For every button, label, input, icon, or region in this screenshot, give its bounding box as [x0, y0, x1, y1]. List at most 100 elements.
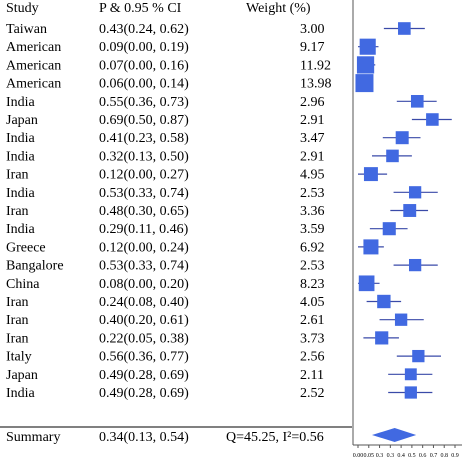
point-estimate-square — [412, 349, 425, 363]
study-label: Iran — [6, 204, 29, 219]
point-estimate-square — [403, 204, 417, 217]
study-label: American — [6, 77, 61, 92]
study-label: Iran — [6, 331, 29, 346]
weight-text: 2.52 — [300, 386, 325, 401]
x-tick-label: 0.4 — [397, 453, 405, 459]
point-estimate-square — [408, 186, 422, 199]
weight-text: 2.11 — [300, 368, 324, 383]
x-axis-ticks: 0.00 0.05 0.3 0.3 0.4 0.5 0.6 0.7 0.8 0.9 — [353, 445, 459, 459]
study-label: India — [6, 186, 36, 201]
estimate-text: 0.40(0.20, 0.61) — [99, 313, 189, 328]
weight-text: 9.17 — [300, 40, 325, 55]
weight-text: 3.00 — [300, 22, 325, 37]
point-estimate-square — [356, 56, 375, 74]
study-label: Italy — [6, 350, 32, 365]
point-estimate-square — [386, 149, 399, 163]
point-estimate-square — [398, 22, 411, 35]
estimate-text: 0.49(0.28, 0.69) — [99, 386, 189, 401]
x-tick-label: 0.7 — [430, 453, 438, 459]
estimate-text: 0.53(0.33, 0.74) — [99, 259, 189, 274]
estimate-text: 0.49(0.28, 0.69) — [99, 368, 189, 383]
study-label: India — [6, 386, 36, 401]
weight-text: 6.92 — [300, 240, 325, 255]
summary-diamond — [372, 428, 417, 442]
weight-text: 2.91 — [300, 149, 325, 164]
weight-text: 2.53 — [300, 186, 325, 201]
point-estimate-square — [363, 239, 379, 255]
estimate-text: 0.56(0.36, 0.77) — [99, 350, 189, 365]
weight-text: 11.92 — [300, 58, 331, 73]
estimate-text: 0.32(0.13, 0.50) — [99, 149, 189, 164]
x-tick-label: 0.00 — [353, 453, 364, 459]
x-tick-label: 0.5 — [408, 453, 416, 459]
header-estimate: P & 0.95 % CI — [99, 1, 182, 16]
point-estimate-square — [404, 368, 417, 381]
study-label: India — [6, 95, 36, 110]
estimate-text: 0.53(0.33, 0.74) — [99, 186, 189, 201]
point-estimate-square — [359, 38, 376, 55]
study-label: India — [6, 149, 36, 164]
estimate-text: 0.08(0.00, 0.20) — [99, 277, 189, 292]
weight-text: 2.53 — [300, 259, 325, 274]
point-estimate-square — [382, 222, 396, 236]
study-label: Bangalore — [6, 259, 64, 274]
estimate-text: 0.22(0.05, 0.38) — [99, 331, 189, 346]
study-label: Taiwan — [6, 22, 47, 37]
study-label: China — [6, 277, 40, 292]
estimate-text: 0.69(0.50, 0.87) — [99, 113, 189, 128]
header-study: Study — [6, 1, 39, 16]
weight-text: 3.47 — [300, 131, 325, 146]
weight-text: 2.61 — [300, 313, 325, 328]
point-estimate-square — [375, 331, 389, 345]
estimate-text: 0.07(0.00, 0.16) — [99, 58, 189, 73]
weight-text: 3.59 — [300, 222, 325, 237]
estimate-text: 0.41(0.23, 0.58) — [99, 131, 189, 146]
study-label: Iran — [6, 295, 29, 310]
point-estimate-square — [394, 313, 408, 326]
x-tick-label: 0.3 — [387, 453, 395, 459]
point-estimate-square — [355, 74, 374, 93]
point-estimate-square — [358, 275, 375, 292]
point-estimate-square — [377, 294, 391, 309]
point-estimate-square — [404, 386, 417, 399]
x-tick-label: 0.8 — [440, 453, 448, 459]
point-estimate-square — [426, 113, 439, 126]
study-label: India — [6, 131, 36, 146]
study-label: Greece — [6, 240, 46, 255]
weight-text: 2.91 — [300, 113, 325, 128]
estimate-text: 0.29(0.11, 0.46) — [99, 222, 189, 237]
weight-text: 2.96 — [300, 95, 325, 110]
x-tick-label: 0.05 — [364, 453, 375, 459]
summary-estimate: 0.34(0.13, 0.54) — [99, 430, 189, 445]
estimate-text: 0.12(0.00, 0.27) — [99, 168, 189, 183]
summary-label: Summary — [6, 430, 60, 445]
x-tick-label: 0.6 — [419, 453, 427, 459]
study-label: Iran — [6, 313, 29, 328]
estimate-text: 0.55(0.36, 0.73) — [99, 95, 189, 110]
x-tick-label: 0.9 — [451, 453, 459, 459]
weight-text: 8.23 — [300, 277, 325, 292]
weight-text: 4.95 — [300, 168, 325, 183]
study-label: Japan — [6, 368, 38, 383]
study-label: Japan — [6, 113, 38, 128]
estimate-text: 0.06(0.00, 0.14) — [99, 77, 189, 92]
study-label: American — [6, 40, 61, 55]
point-estimate-square — [395, 131, 409, 145]
x-tick-label: 0.3 — [376, 453, 384, 459]
study-rows: Taiwan 0.43(0.24, 0.62) 3.00 American 0.09(0… — [6, 22, 332, 401]
study-label: Iran — [6, 168, 29, 183]
weight-text: 3.73 — [300, 331, 325, 346]
estimate-text: 0.09(0.00, 0.19) — [99, 40, 189, 55]
plot-marks — [355, 22, 452, 442]
estimate-text: 0.12(0.00, 0.24) — [99, 240, 189, 255]
point-estimate-square — [410, 94, 424, 108]
estimate-text: 0.43(0.24, 0.62) — [99, 22, 189, 37]
weight-text: 13.98 — [300, 77, 332, 92]
header-weight: Weight (%) — [246, 1, 311, 16]
weight-text: 3.36 — [300, 204, 325, 219]
study-label: American — [6, 58, 61, 73]
estimate-text: 0.48(0.30, 0.65) — [99, 204, 189, 219]
estimate-text: 0.24(0.08, 0.40) — [99, 295, 189, 310]
weight-text: 2.56 — [300, 350, 325, 365]
